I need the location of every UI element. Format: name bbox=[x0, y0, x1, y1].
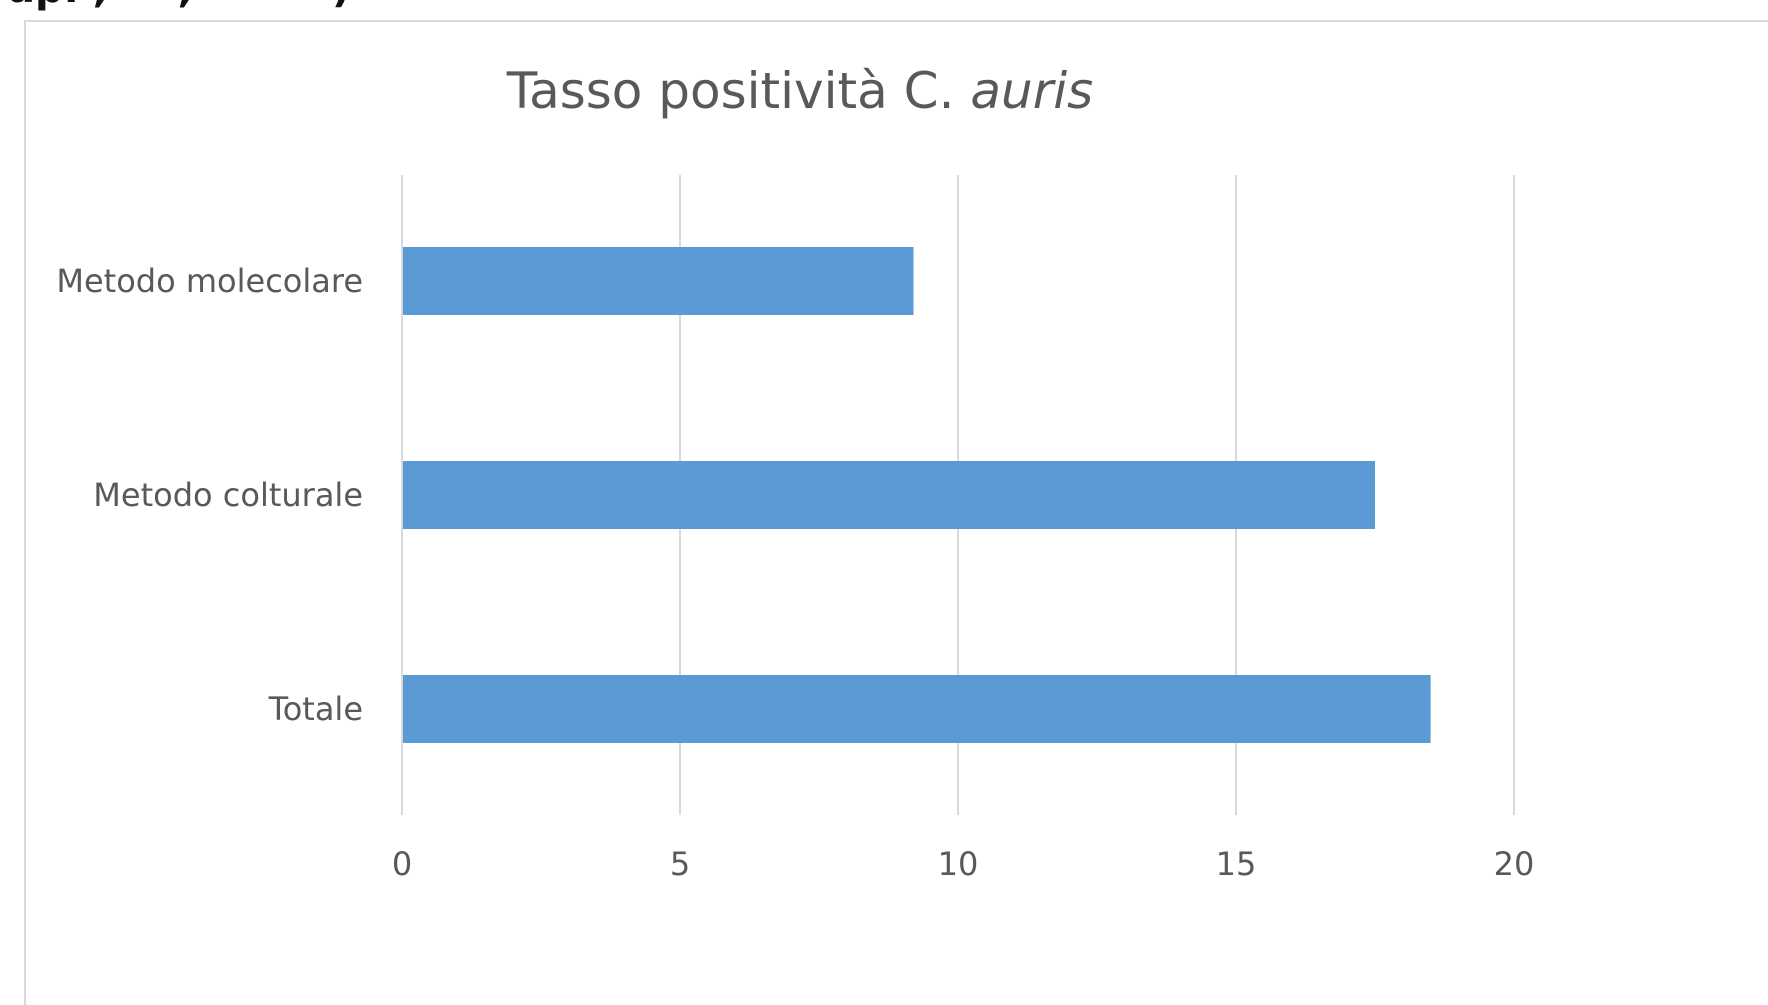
category-label-metodo-molecolare: Metodo molecolare bbox=[56, 262, 363, 300]
cropped-heading-text: ap. , , ) bbox=[8, 0, 350, 12]
category-labels: Metodo molecolare Metodo colturale Totale bbox=[56, 262, 363, 728]
x-axis-tick-labels: 0 5 10 15 20 bbox=[392, 845, 1535, 883]
category-label-metodo-colturale: Metodo colturale bbox=[93, 476, 363, 514]
bar-metodo-colturale bbox=[403, 461, 1375, 529]
x-tick-label-10: 10 bbox=[938, 845, 979, 883]
cropped-heading-fragment: ap. , , ) bbox=[0, 0, 1768, 16]
bar-metodo-molecolare bbox=[403, 247, 914, 315]
bar-totale bbox=[403, 675, 1431, 743]
chart-title: Tasso positività C. auris bbox=[0, 62, 1600, 120]
x-tick-label-5: 5 bbox=[670, 845, 690, 883]
chart-title-italic: auris bbox=[970, 62, 1094, 120]
category-label-totale: Totale bbox=[268, 690, 363, 728]
x-tick-label-0: 0 bbox=[392, 845, 412, 883]
chart-title-plain: Tasso positività C. bbox=[506, 62, 971, 120]
bars bbox=[403, 247, 1431, 743]
x-tick-label-20: 20 bbox=[1494, 845, 1535, 883]
x-tick-label-15: 15 bbox=[1216, 845, 1257, 883]
